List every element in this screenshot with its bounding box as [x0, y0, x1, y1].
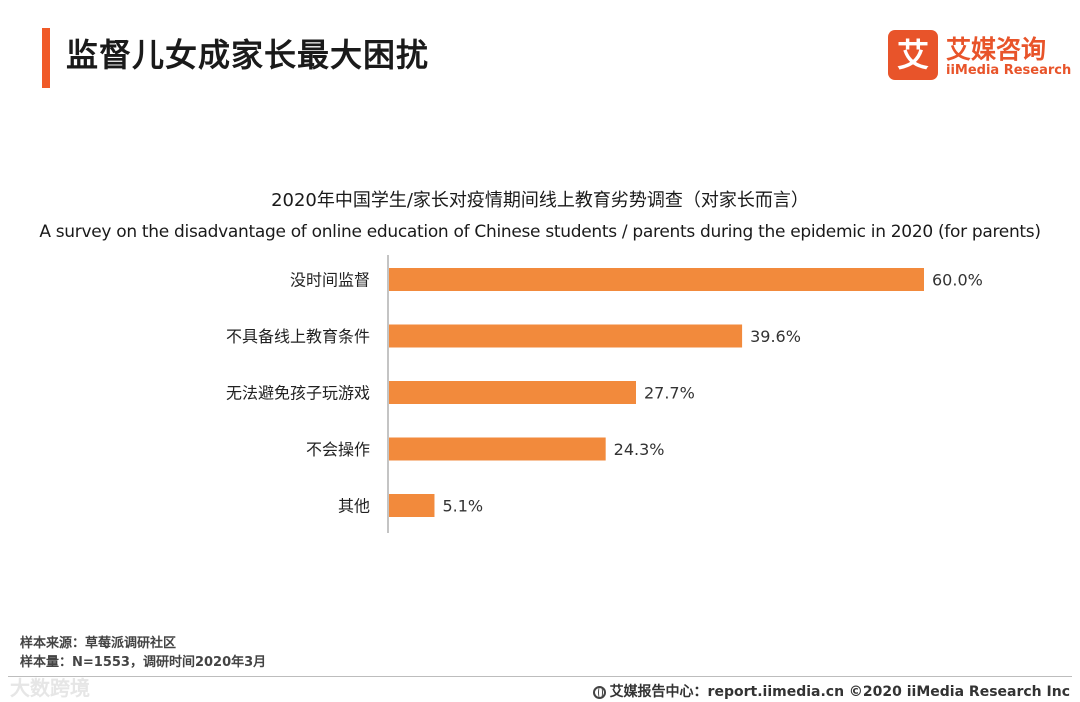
category-label: 其他 — [338, 497, 370, 516]
sample-source: 样本来源：草莓派调研社区 — [20, 636, 177, 651]
title-accent-bar — [42, 28, 50, 88]
bar-chart: 没时间监督 60.0% 不具备线上教育条件 39.6% 无法避免孩子玩游戏 27.7% 不会… — [226, 255, 983, 533]
value-label: 24.3% — [614, 440, 665, 459]
watermark: 大数跨境 — [10, 676, 90, 700]
bar — [389, 268, 924, 291]
bar — [389, 437, 606, 461]
sample-size: 样本量：N=1553，调研时间2020年3月 — [20, 655, 267, 670]
logo-name-en: iiMedia Research — [946, 63, 1072, 78]
footer-text: 艾媒报告中心：report.iimedia.cn ©2020 iiMedia R… — [609, 684, 1070, 700]
chart-subtitle: A survey on the disadvantage of online e… — [39, 222, 1041, 242]
footer-divider — [8, 676, 1072, 677]
category-label: 不会操作 — [306, 440, 370, 459]
logo-name-cn: 艾媒咨询 — [946, 35, 1047, 64]
bar — [389, 324, 743, 348]
category-label: 不具备线上教育条件 — [226, 327, 370, 346]
bar — [389, 381, 636, 404]
globe-icon — [592, 686, 606, 699]
iimedia-logo: 艾 艾媒咨询 iiMedia Research — [888, 30, 1072, 82]
footer-credit: 艾媒报告中心：report.iimedia.cn ©2020 iiMedia R… — [592, 681, 1070, 701]
value-label: 60.0% — [932, 271, 983, 290]
category-label: 没时间监督 — [290, 271, 370, 290]
bar — [389, 494, 435, 517]
value-label: 39.6% — [750, 327, 801, 346]
chart-title: 2020年中国学生/家长对疫情期间线上教育劣势调查（对家长而言） — [271, 190, 809, 211]
value-label: 27.7% — [644, 384, 695, 403]
page-title: 监督儿女成家长最大困扰 — [66, 36, 430, 74]
value-label: 5.1% — [442, 497, 483, 516]
category-label: 无法避免孩子玩游戏 — [226, 384, 370, 403]
logo-mark-icon: 艾 — [888, 30, 938, 80]
